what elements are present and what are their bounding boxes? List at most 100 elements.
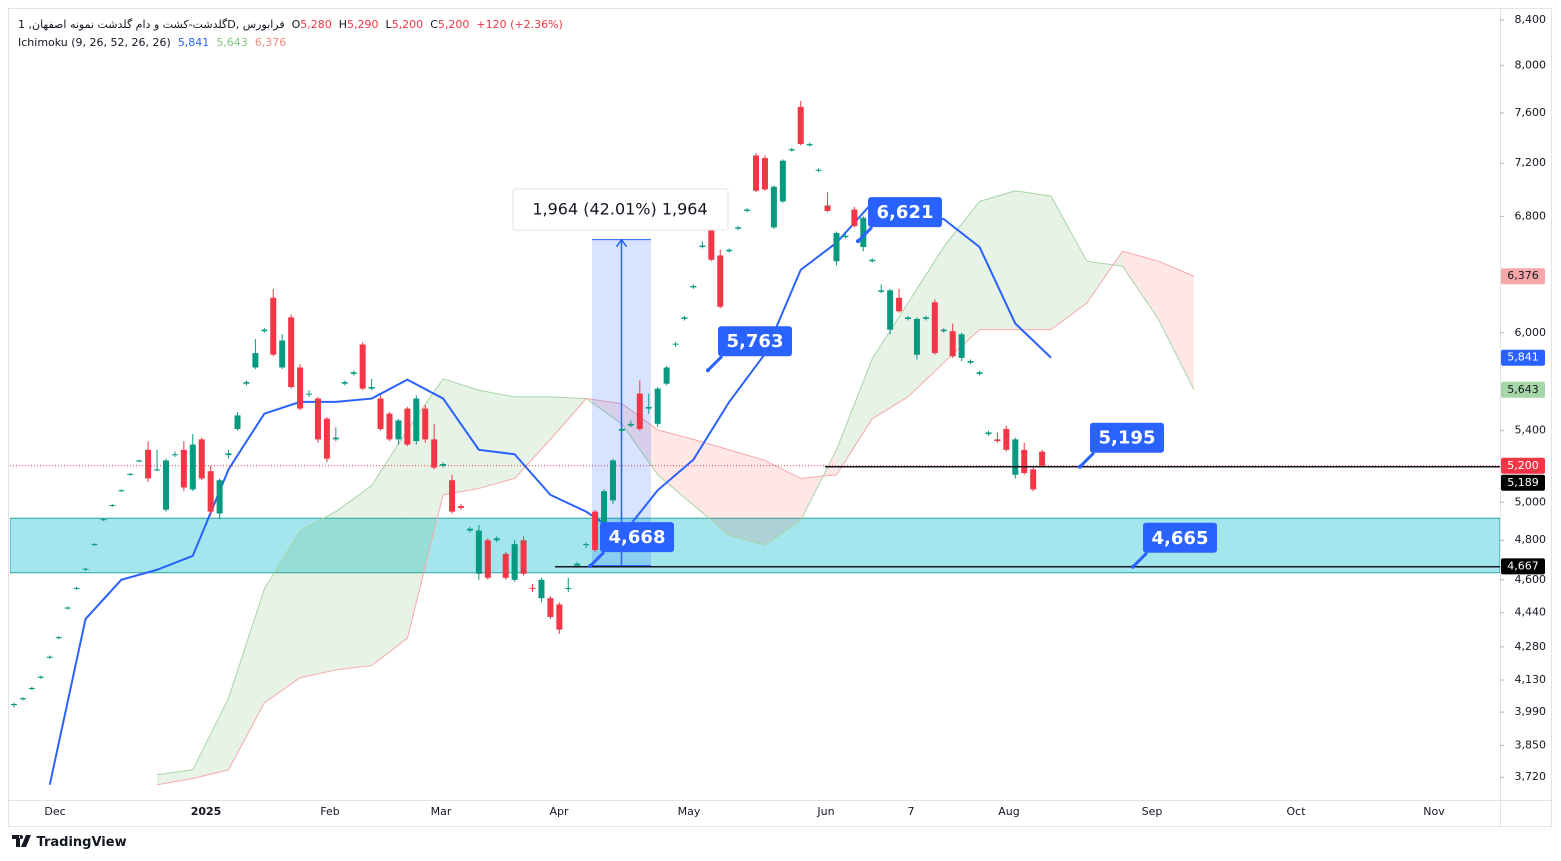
candle-body xyxy=(690,285,697,288)
x-tick-label: Jun xyxy=(816,805,834,818)
price-pill xyxy=(1501,474,1545,491)
callout-anchor xyxy=(856,239,860,244)
candle-body xyxy=(806,144,813,146)
candle-body xyxy=(46,656,53,658)
candle-body xyxy=(484,540,491,578)
callout-label: 4,665 xyxy=(1152,528,1209,549)
candle-body xyxy=(681,317,688,319)
candle-body xyxy=(618,428,625,431)
x-tick-label: Sep xyxy=(1142,805,1163,818)
cloud-fill xyxy=(979,190,1016,330)
y-tick-label: 5,000 xyxy=(1515,495,1547,508)
cloud-fill xyxy=(764,460,801,546)
price-pill xyxy=(1501,349,1545,366)
ohlc-key: O xyxy=(291,18,301,31)
candle-body xyxy=(645,406,652,409)
y-tick-label: 3,850 xyxy=(1515,738,1547,751)
candle-body xyxy=(55,637,62,639)
candle-body xyxy=(744,209,751,211)
candle-body xyxy=(592,511,599,550)
candle-body xyxy=(949,331,956,357)
x-tick-label: Aug xyxy=(998,805,1019,818)
candle-body xyxy=(931,302,938,354)
plot xyxy=(10,100,1500,786)
candle-body xyxy=(958,334,965,358)
price-pill-label: 5,189 xyxy=(1507,476,1539,489)
zone xyxy=(10,517,1500,574)
candle-body xyxy=(28,687,35,690)
brand: TradingView xyxy=(36,835,127,850)
price-pill-label: 6,376 xyxy=(1507,269,1539,282)
candle-body xyxy=(1030,469,1037,490)
candle-body xyxy=(64,607,71,609)
cloud-fill xyxy=(943,201,980,363)
callout-box xyxy=(600,522,674,553)
candle-body xyxy=(332,437,339,440)
candle-body xyxy=(475,530,482,574)
candle-body xyxy=(100,519,107,521)
callout-box xyxy=(1143,522,1217,553)
cloud-fill xyxy=(836,358,873,475)
x-tick-label: Apr xyxy=(549,805,569,818)
candle-body xyxy=(896,297,903,312)
cloud-fill xyxy=(1158,261,1195,390)
price-pill xyxy=(1501,457,1545,474)
y-tick-label: 5,400 xyxy=(1515,424,1547,437)
ohlc-value: 5,200 xyxy=(437,18,470,31)
callout-label: 5,763 xyxy=(727,331,784,352)
candle-body xyxy=(73,587,80,589)
candle-body xyxy=(493,538,500,541)
logo xyxy=(12,835,31,847)
candle-body xyxy=(91,544,98,546)
candle-body xyxy=(922,317,929,319)
price-pill-label: 5,643 xyxy=(1507,383,1539,396)
cloud-fill xyxy=(1015,190,1052,330)
cloud-fill xyxy=(264,530,301,703)
callout-box xyxy=(718,326,792,357)
y-tick-label: 4,800 xyxy=(1515,533,1547,546)
candle-body xyxy=(699,245,706,247)
span-a-line xyxy=(156,190,1195,776)
ohlc-key: H xyxy=(338,18,348,31)
candle-body xyxy=(431,439,438,468)
kijun-line xyxy=(48,201,1052,785)
candle-body xyxy=(189,444,196,490)
candle-body xyxy=(770,186,777,228)
candle-body xyxy=(672,343,679,345)
candle-body xyxy=(225,453,232,456)
price-pill-label: 5,841 xyxy=(1507,351,1539,364)
cloud-fill xyxy=(192,698,229,779)
candle-body xyxy=(395,420,402,440)
candle-body xyxy=(842,235,849,238)
price-pill xyxy=(1501,558,1545,575)
callout-label: 4,668 xyxy=(609,527,666,548)
ohlc-key: C xyxy=(430,18,438,31)
x-tick-label: Mar xyxy=(431,805,452,818)
ohlc-value: 5,200 xyxy=(391,18,424,31)
candle-body xyxy=(377,398,384,429)
cloud-fill xyxy=(443,378,479,495)
price-pill-label: 5,200 xyxy=(1507,459,1539,472)
candle-body xyxy=(860,217,867,247)
x-tick-label: Nov xyxy=(1423,805,1445,818)
overlay: 8,400 8,000 7,600 7,200 6,800 6,000 5,400 5,000… xyxy=(44,13,1546,818)
candle-body xyxy=(940,329,947,332)
cloud-fill xyxy=(693,439,730,536)
candle-body xyxy=(11,703,17,706)
candle-body xyxy=(779,160,786,202)
indicator-value: 6,376 xyxy=(254,36,287,49)
y-tick-label: 8,000 xyxy=(1515,58,1547,71)
callout-pointer xyxy=(588,551,606,568)
candle-body xyxy=(449,480,456,512)
candle-body xyxy=(37,676,44,678)
y-tick-label: 4,130 xyxy=(1515,673,1547,686)
indicator-name: Ichimoku (9, 26, 52, 26, 26) xyxy=(18,36,171,49)
callout-label: 6,621 xyxy=(877,202,934,223)
footer[interactable]: TradingView xyxy=(12,835,127,850)
candle-body xyxy=(636,393,643,429)
candle-body xyxy=(833,232,840,262)
candle-body xyxy=(1039,451,1046,466)
symbol-title: گلدشت-کشت و دام گلدشت نمونه اصفهان, 1D, … xyxy=(18,18,285,31)
candle-body xyxy=(815,169,822,171)
